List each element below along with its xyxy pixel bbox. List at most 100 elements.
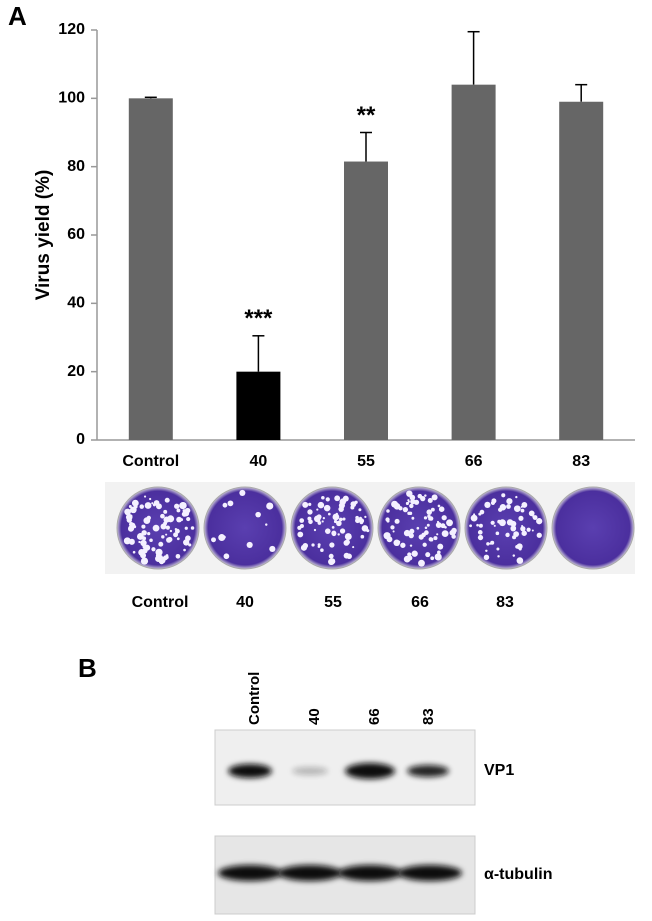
plaque [176,537,180,541]
plaque [355,515,359,520]
plaque [316,514,322,520]
bar [344,161,388,440]
band [218,865,282,881]
plaque [167,536,173,543]
plaque [302,501,309,508]
plaque [536,532,542,538]
plaque [424,494,427,497]
plaque [407,555,413,561]
plaque [393,539,401,547]
plaque [407,511,411,515]
plaque [124,508,131,516]
plaque [266,502,274,510]
plaque [317,520,321,524]
plaque [332,513,340,521]
plaque [536,518,543,525]
plaque [322,517,326,520]
plaque [158,541,164,547]
plaque [430,507,435,512]
plaque [418,559,425,567]
significance-label: *** [244,305,273,332]
y-tick-label: 60 [67,226,85,243]
x-tick-label: 55 [357,453,375,470]
plaque [179,502,187,510]
plaque [385,517,390,522]
plaque [324,528,331,534]
significance-label: ** [357,102,376,129]
plaque [352,546,355,549]
plaque [331,530,337,536]
plaque [316,508,319,511]
plaque [532,515,538,520]
plaque [308,502,312,507]
plaque [496,547,500,551]
plaque [485,549,488,553]
plaque [227,500,234,507]
plaque [139,504,145,509]
plaque [495,531,500,536]
plaque [161,535,165,539]
plaque [479,509,485,515]
plaque [395,505,398,509]
plaque [297,531,304,538]
plaque [336,520,342,527]
plaque [151,547,156,552]
plaque [155,548,163,556]
panel-label: A [8,1,27,31]
plaque [423,516,428,520]
plaque [333,519,338,524]
plaque [493,524,496,527]
plaque [188,543,192,547]
plaque [173,532,179,538]
plaque [164,497,170,503]
plaque [307,509,313,515]
band [345,763,395,779]
plaque [521,524,524,528]
plaque-label: 66 [411,594,429,611]
lane-label: 66 [366,708,383,725]
plaque [239,489,246,496]
y-tick-label: 120 [58,21,85,38]
plaque [165,555,169,560]
plaque [418,534,424,540]
plaque [431,494,438,501]
plaque [351,502,356,506]
plaque [392,530,395,533]
plaque [444,525,447,529]
plaque [497,519,502,524]
plaque [477,534,484,541]
plaque [497,555,500,558]
plaque-label: Control [132,594,189,611]
plaque-label: 83 [496,594,514,611]
plaque [175,554,181,559]
plaque [416,526,420,530]
plaque [128,522,134,527]
plaque [329,542,335,548]
plaque [300,544,308,551]
plaque [176,516,182,523]
plaque [515,495,518,499]
plaque [255,511,261,518]
plaque [437,504,441,508]
plaque [160,513,165,519]
plaque [518,547,522,551]
plaque [386,536,393,543]
plaque [476,523,479,527]
plaque [424,530,429,535]
plaque [174,503,180,509]
plaque [129,514,133,518]
y-tick-label: 0 [76,431,85,448]
plaque [143,517,151,525]
plaque [407,552,412,557]
plaque [323,504,331,512]
plaque [437,550,441,555]
dish [464,486,548,570]
plaque [320,548,324,552]
plaque [156,529,159,532]
plaque [321,495,325,500]
plaque [158,556,166,564]
plaque [128,505,132,509]
plaque [436,533,439,536]
plaque [299,518,305,523]
plaque [186,516,191,522]
